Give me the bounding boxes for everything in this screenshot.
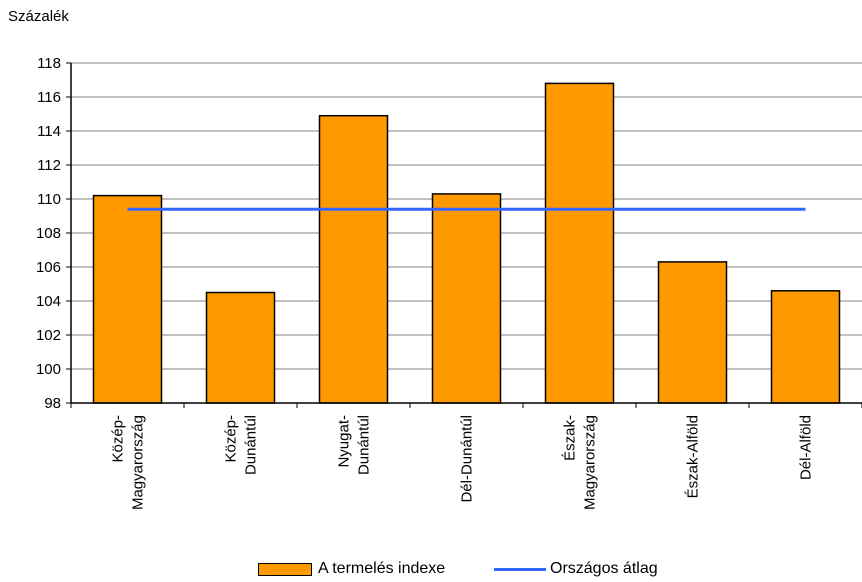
- y-tick-label: 110: [37, 191, 61, 208]
- legend-label-line: Országos átlag: [550, 560, 658, 577]
- legend: A termelés indexe Országos átlag: [0, 560, 862, 582]
- bar: [92, 194, 163, 404]
- x-tick-label: Észak-Alföld: [685, 415, 702, 498]
- x-tick-label: Közép- Magyarország: [110, 415, 147, 510]
- legend-swatch-line: [494, 567, 546, 571]
- x-tick-label: Nyugat- Dunántúl: [336, 415, 373, 475]
- y-tick-label: 118: [37, 55, 61, 72]
- bar: [657, 261, 728, 404]
- x-tick-label: Közép- Dunántúl: [223, 415, 260, 475]
- y-tick-label: 104: [36, 293, 61, 310]
- bar: [205, 291, 276, 404]
- bar: [318, 114, 389, 404]
- legend-swatch-bar: [258, 562, 312, 576]
- y-tick-label: 106: [36, 259, 61, 276]
- legend-label-bars: A termelés indexe: [318, 560, 446, 577]
- chart-plot: 98 100 102 104 106 108 110 112 114 116 118 Közép- Ma…: [36, 55, 862, 510]
- y-axis-title: Százalék: [8, 8, 69, 25]
- legend-item-bars: A termelés indexe: [258, 560, 445, 578]
- bar: [770, 290, 841, 404]
- y-tick-label: 108: [36, 225, 61, 242]
- x-tick-label: Dél-Alföld: [798, 415, 815, 480]
- x-tick-label: Észak- Magyarország: [562, 415, 599, 510]
- y-tick-label: 112: [37, 157, 61, 174]
- legend-item-line: Országos átlag: [494, 560, 658, 578]
- y-tick-label: 100: [36, 361, 61, 378]
- bar: [431, 193, 502, 404]
- y-tick-label: 102: [36, 327, 61, 344]
- bar: [544, 82, 615, 404]
- y-tick-label: 98: [44, 395, 61, 412]
- y-tick-label: 114: [37, 123, 61, 140]
- y-tick-label: 116: [37, 89, 61, 106]
- x-tick-label: Dél-Dunántúl: [459, 415, 476, 503]
